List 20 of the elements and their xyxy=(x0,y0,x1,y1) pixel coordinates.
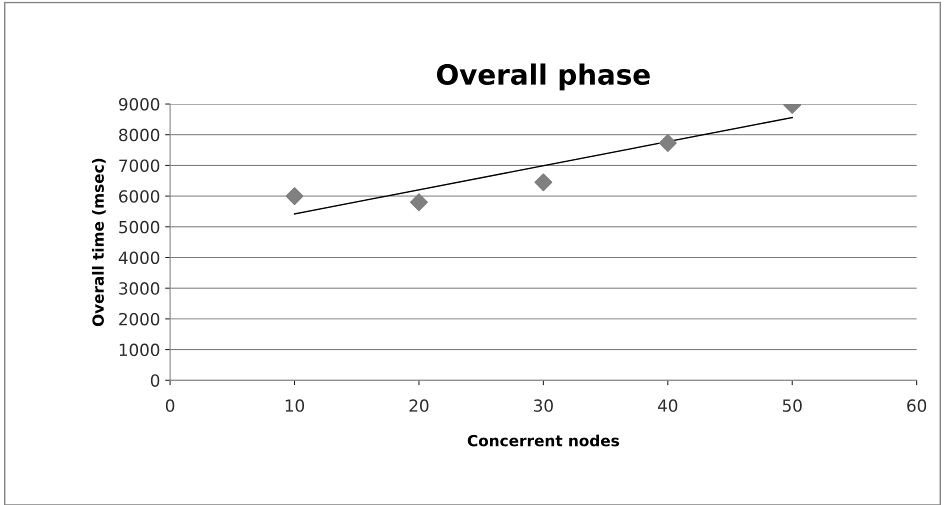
y-axis-title: Overall time (msec) xyxy=(92,158,106,326)
y-tick-label: 5000 xyxy=(119,220,160,234)
y-tick-label: 1000 xyxy=(120,344,160,356)
y-tick-label: 8000 xyxy=(119,128,160,142)
x-tick-label: 20 xyxy=(410,399,428,412)
x-axis-title: Concerrent nodes xyxy=(468,434,619,446)
x-tick-label: 50 xyxy=(782,399,802,412)
y-tick-label: 3000 xyxy=(119,282,160,295)
x-tick-label: 10 xyxy=(286,399,304,412)
x-tick-label: 40 xyxy=(658,399,678,412)
y-tick-label: 9000 xyxy=(119,98,160,111)
x-tick-label: 60 xyxy=(907,399,926,412)
chart-title: Overall phase xyxy=(437,63,650,90)
y-tick-label: 4000 xyxy=(118,251,160,264)
y-tick-label: 6000 xyxy=(119,190,160,203)
y-tick-label: 7000 xyxy=(119,159,160,172)
x-tick-label: 0 xyxy=(166,399,174,412)
x-tick-label: 30 xyxy=(534,399,553,412)
y-tick-label: 0 xyxy=(150,374,160,387)
y-tick-label: 2000 xyxy=(119,312,160,326)
